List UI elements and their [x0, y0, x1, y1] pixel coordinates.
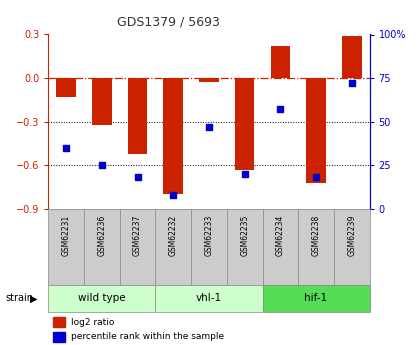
Text: hif-1: hif-1	[304, 294, 328, 303]
Text: percentile rank within the sample: percentile rank within the sample	[71, 333, 224, 342]
Text: wild type: wild type	[78, 294, 126, 303]
Text: GSM62232: GSM62232	[169, 215, 178, 256]
Text: log2 ratio: log2 ratio	[71, 317, 114, 326]
Text: strain: strain	[5, 294, 34, 303]
Bar	[155, 209, 191, 285]
Bar	[334, 209, 370, 285]
Bar	[235, 78, 255, 169]
Bar	[227, 209, 262, 285]
Point	[134, 175, 141, 180]
Bar	[262, 285, 370, 312]
Text: GSM62233: GSM62233	[205, 215, 213, 256]
Point	[63, 145, 70, 150]
Bar	[128, 78, 147, 154]
Text: GSM62235: GSM62235	[240, 215, 249, 256]
Point	[349, 80, 355, 86]
Text: GSM62234: GSM62234	[276, 215, 285, 256]
Bar	[84, 209, 120, 285]
Text: vhl-1: vhl-1	[196, 294, 222, 303]
Bar	[199, 78, 219, 82]
Bar	[342, 36, 362, 78]
Point	[98, 162, 105, 168]
Text: GSM62237: GSM62237	[133, 215, 142, 256]
Bar	[120, 209, 155, 285]
Bar	[56, 78, 76, 97]
Text: GSM62238: GSM62238	[312, 215, 320, 256]
Bar	[155, 285, 262, 312]
Text: GSM62236: GSM62236	[97, 215, 106, 256]
Text: GDS1379 / 5693: GDS1379 / 5693	[117, 16, 219, 29]
Bar	[92, 78, 112, 125]
Text: ▶: ▶	[30, 294, 38, 303]
Bar	[53, 317, 65, 327]
Bar	[262, 209, 298, 285]
Bar	[48, 285, 155, 312]
Bar	[270, 46, 290, 78]
Bar	[48, 209, 84, 285]
Bar	[298, 209, 334, 285]
Text: GSM62239: GSM62239	[347, 215, 356, 256]
Point	[170, 192, 177, 198]
Bar	[163, 78, 183, 194]
Point	[277, 107, 284, 112]
Bar	[191, 209, 227, 285]
Text: GSM62231: GSM62231	[62, 215, 71, 256]
Point	[206, 124, 212, 130]
Point	[241, 171, 248, 177]
Bar	[53, 332, 65, 342]
Point	[312, 175, 319, 180]
Bar	[306, 78, 326, 183]
